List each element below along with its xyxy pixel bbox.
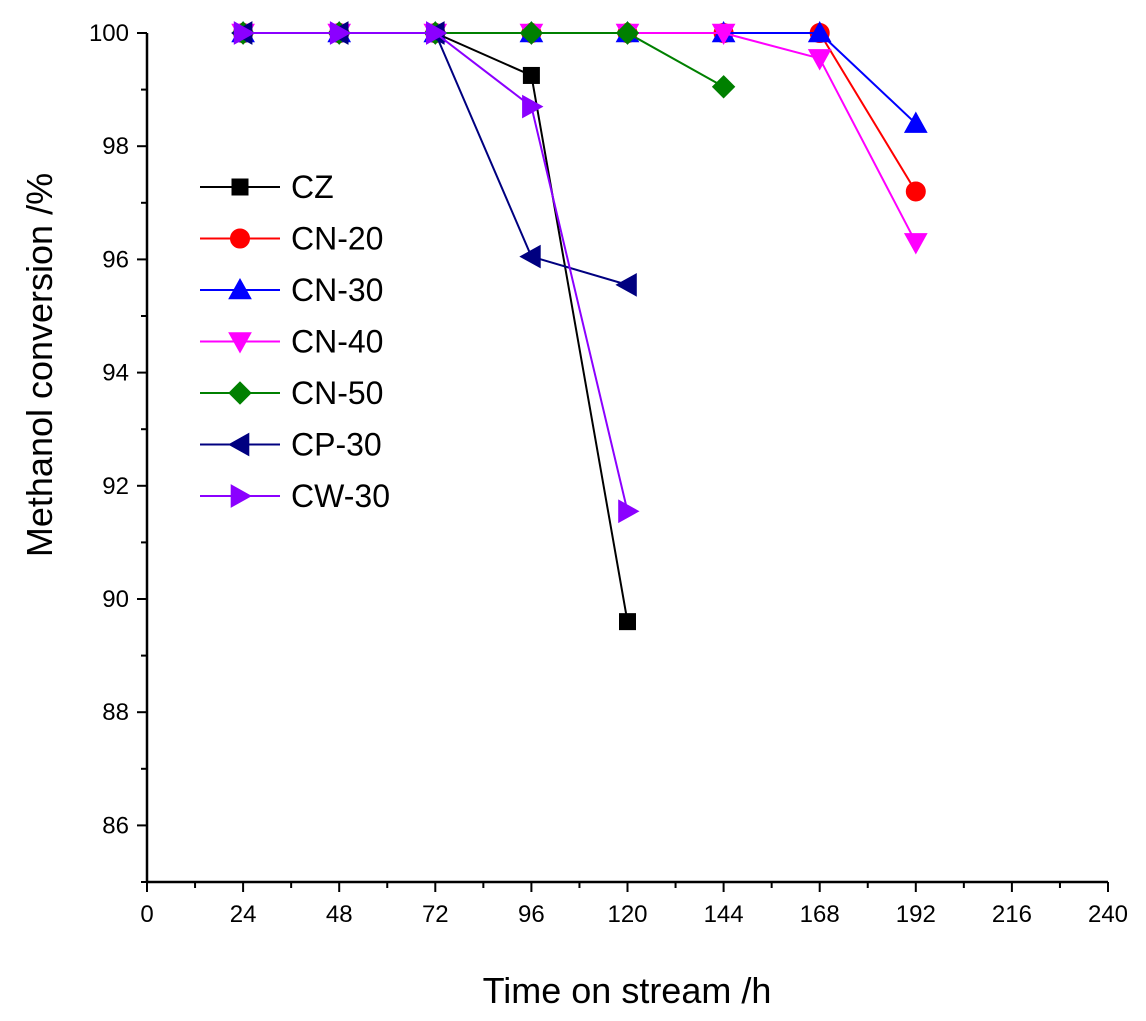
x-tick-label: 24 xyxy=(230,901,257,928)
legend-label: CZ xyxy=(291,169,334,205)
y-axis-title: Methanol conversion /% xyxy=(19,173,60,557)
legend-item: CN-50 xyxy=(200,375,383,411)
legend-item: CZ xyxy=(200,169,334,205)
legend-item: CP-30 xyxy=(200,427,382,463)
data-point xyxy=(619,613,636,631)
y-tick-label: 86 xyxy=(102,812,129,839)
data-point xyxy=(615,21,640,45)
legend-marker xyxy=(227,432,250,457)
legend-label: CN-30 xyxy=(291,272,383,308)
legend-item: CN-30 xyxy=(200,272,383,308)
legend-label: CP-30 xyxy=(291,427,382,463)
legend: CZ CN-20 CN-30 CN-40 CN-50 CP-30 CW-30 xyxy=(200,169,390,514)
legend-item: CN-20 xyxy=(200,221,383,257)
data-point xyxy=(807,49,832,71)
data-point xyxy=(522,94,544,119)
data-point xyxy=(711,23,736,46)
x-axis-title: Time on stream /h xyxy=(483,970,772,1011)
data-point xyxy=(618,499,640,524)
x-tick-label: 216 xyxy=(992,901,1032,928)
series-line xyxy=(243,32,917,243)
y-tick-label: 98 xyxy=(102,133,129,160)
x-tick-label: 192 xyxy=(896,901,936,928)
y-tick-label: 90 xyxy=(102,586,129,613)
legend-marker xyxy=(231,178,249,196)
legend-marker xyxy=(228,381,252,405)
x-tick-label: 0 xyxy=(140,901,153,928)
legend-marker xyxy=(228,277,252,300)
axes: 0 24 48 72 96 120 144 168 192 216 240 86 88 90 92 94 96 9… xyxy=(89,20,1128,928)
series-cn-40 xyxy=(231,23,928,255)
legend-label: CN-40 xyxy=(291,324,383,360)
legend-marker xyxy=(230,484,253,508)
data-point xyxy=(522,66,540,84)
y-tick-label: 92 xyxy=(102,473,129,500)
legend-item: CW-30 xyxy=(200,478,390,514)
x-tick-label: 144 xyxy=(704,901,744,928)
data-point xyxy=(329,21,352,45)
legend-label: CW-30 xyxy=(291,478,390,514)
series-line xyxy=(243,32,725,88)
legend-label: CN-20 xyxy=(291,221,383,257)
data-point xyxy=(903,111,928,133)
y-tick-label: 96 xyxy=(102,246,129,273)
legend-label: CN-50 xyxy=(291,375,383,411)
data-point xyxy=(615,273,637,297)
y-tick-label: 100 xyxy=(89,20,129,47)
y-tick-label: 94 xyxy=(102,360,129,387)
x-tick-label: 48 xyxy=(326,901,353,928)
legend-marker xyxy=(230,228,250,249)
x-tick-label: 72 xyxy=(422,901,449,928)
legend-marker xyxy=(228,332,252,354)
data-point xyxy=(711,75,736,99)
data-point xyxy=(519,244,541,269)
data-point xyxy=(519,21,544,45)
y-tick-label: 88 xyxy=(102,699,129,726)
x-tick-label: 96 xyxy=(518,901,545,928)
legend-item: CN-40 xyxy=(200,324,383,360)
series-cw-30 xyxy=(233,21,640,524)
data-point xyxy=(426,21,448,45)
data-point xyxy=(807,20,832,43)
x-tick-label: 168 xyxy=(800,901,840,928)
x-tick-label: 240 xyxy=(1088,901,1128,928)
series-line xyxy=(243,32,917,125)
data-point xyxy=(903,233,928,255)
data-point xyxy=(233,21,256,45)
plot-area xyxy=(231,20,928,631)
data-point xyxy=(905,181,926,202)
x-tick-label: 120 xyxy=(607,901,647,928)
